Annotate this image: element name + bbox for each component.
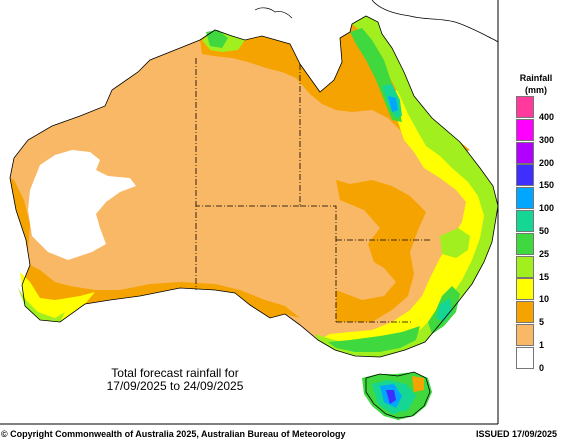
legend-label-5: 5 — [539, 317, 545, 328]
rain-25mm-victoria — [328, 326, 420, 352]
island-coastline — [254, 7, 293, 19]
legend-label-25: 25 — [539, 248, 550, 259]
legend-label-400: 400 — [539, 112, 555, 122]
caption-line-1: Total forecast rainfall for — [111, 366, 239, 380]
mainland-coastline — [9, 15, 499, 358]
rain-50mm-nsw-coast — [436, 298, 452, 322]
legend-label-10: 10 — [539, 294, 550, 305]
legend-swatch-100 — [516, 187, 534, 210]
legend-swatch-0 — [516, 346, 534, 369]
tasmania-150mm — [386, 390, 396, 404]
legend-unit-text: (mm) — [525, 85, 547, 95]
legend-swatch-300 — [516, 118, 534, 141]
rain-5mm-east — [336, 180, 426, 322]
rain-25mm-top-end — [206, 30, 228, 48]
legend-swatch-25 — [516, 232, 534, 255]
legend-swatch-1 — [516, 324, 534, 346]
tasmania-coastline — [365, 371, 431, 419]
rain-100mm-north-qld — [388, 96, 398, 112]
legend-swatch-15 — [516, 255, 534, 278]
map-caption: Total forecast rainfall for 17/09/2025 t… — [70, 367, 280, 393]
legend-label-15: 15 — [539, 271, 550, 282]
rain-15mm-east-coast — [315, 16, 498, 357]
issued-date: ISSUED 17/09/2025 — [475, 429, 557, 439]
legend-label-50: 50 — [539, 226, 550, 236]
state-borders — [195, 58, 430, 323]
legend-title-text: Rainfall — [519, 73, 553, 83]
rain-15mm-qld-inland — [440, 228, 470, 258]
legend-label-150: 150 — [539, 180, 555, 191]
zero-rain-region — [28, 150, 136, 260]
legend-swatch-150 — [516, 164, 534, 187]
legend-swatch-400 — [516, 96, 534, 118]
legend-swatch-10 — [516, 278, 534, 301]
legend-swatch-200 — [516, 141, 534, 164]
legend-label-1: 1 — [539, 340, 545, 350]
legend-label-100: 100 — [539, 203, 555, 214]
legend-title: Rainfall (mm) — [512, 72, 560, 96]
legend-swatch-50 — [516, 210, 534, 232]
tasmania-orange — [412, 376, 424, 392]
legend-label-300: 300 — [539, 134, 555, 145]
rain-10mm-southwest — [20, 272, 95, 322]
legend-label-200: 200 — [539, 157, 555, 168]
legend-swatch-5 — [516, 301, 534, 324]
png-coastline — [371, 0, 499, 43]
copyright-text: © Copyright Commonwealth of Australia 20… — [1, 429, 346, 439]
legend-label-0: 0 — [539, 362, 545, 373]
rain-15mm-southwest — [18, 288, 65, 322]
caption-line-2: 17/09/2025 to 24/09/2025 — [106, 379, 244, 393]
rain-5mm-southwest — [10, 178, 30, 250]
